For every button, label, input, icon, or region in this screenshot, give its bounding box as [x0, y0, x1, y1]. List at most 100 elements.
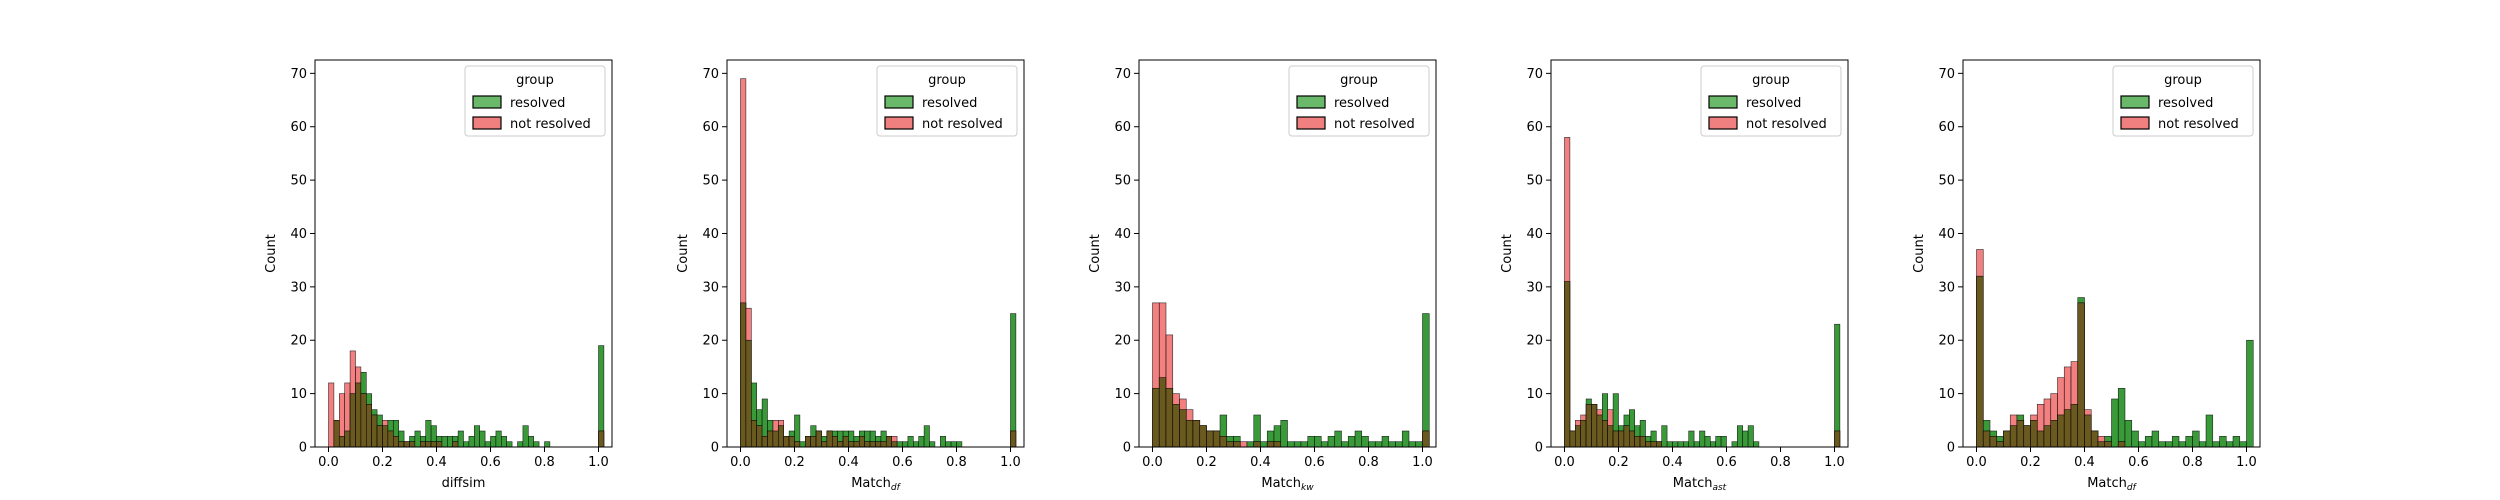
bar-overlap: [821, 441, 828, 448]
legend-label: not resolved: [2158, 117, 2239, 132]
x-tick-label: 0.6: [892, 455, 913, 470]
bar-resolved: [1688, 430, 1695, 448]
bar-resolved: [1395, 441, 1403, 448]
x-axis-label: Matchdf: [2087, 476, 2137, 493]
legend: group resolved not resolved: [1700, 65, 1842, 137]
bar-overlap: [1185, 420, 1194, 448]
x-tick-label: 1.0: [2236, 455, 2257, 470]
bar-overlap: [1172, 403, 1180, 448]
bar-overlap: [804, 436, 811, 448]
bar-not-resolved: [1239, 441, 1248, 448]
bar-overlap: [1612, 430, 1619, 448]
y-axis-label: Count: [264, 234, 279, 273]
y-tick-label: 10: [1526, 387, 1543, 402]
bar-overlap: [1199, 425, 1207, 448]
bar-resolved: [1327, 436, 1336, 448]
bar-overlap: [1422, 430, 1430, 448]
bar-overlap: [2030, 420, 2038, 448]
legend-title: group: [1752, 73, 1790, 88]
x-tick-label: 0.6: [1716, 455, 1737, 470]
legend-label: resolved: [1334, 96, 1389, 111]
axes-frame: [1138, 59, 1437, 448]
bar-overlap: [864, 441, 871, 448]
bar-overlap: [815, 430, 822, 448]
bar-resolved: [1731, 441, 1738, 448]
legend: group resolved not resolved: [876, 65, 1018, 137]
bar-resolved: [1747, 425, 1754, 448]
bar-resolved: [2212, 441, 2220, 448]
bar-overlap: [2070, 403, 2079, 448]
legend-title: group: [2164, 73, 2202, 88]
bar-resolved: [1374, 441, 1383, 448]
bar-overlap: [376, 425, 383, 448]
bar-overlap: [2117, 441, 2126, 448]
bar-overlap: [1233, 441, 1241, 448]
legend-swatch-not-resolved: [884, 116, 914, 130]
bar-resolved: [1672, 441, 1679, 448]
legend-label: not resolved: [1334, 117, 1415, 132]
bar-overlap: [419, 441, 426, 448]
bar-overlap: [842, 436, 849, 448]
bar-resolved: [1661, 425, 1668, 448]
bar-resolved: [902, 441, 909, 448]
bar-overlap: [1219, 436, 1228, 448]
x-tick-label: 0.6: [480, 455, 501, 470]
bar-overlap: [875, 441, 882, 448]
y-axis-label: Count: [1500, 234, 1515, 273]
chart-panel-5: 0.0 0.2 0.4 0.6 0.8 1.0 0 10 20 30 40 50 60 70 Matchdf…: [1912, 59, 2261, 493]
bar-resolved: [799, 441, 806, 448]
y-tick-label: 70: [290, 67, 307, 82]
axes-frame: [314, 59, 613, 448]
y-tick-label: 0: [711, 441, 719, 456]
y-tick-label: 60: [1526, 120, 1543, 135]
bars: [328, 345, 605, 448]
bar-resolved: [2198, 441, 2207, 448]
legend-label: resolved: [2158, 96, 2213, 111]
bar-resolved: [2138, 441, 2146, 448]
bar-overlap: [333, 420, 340, 448]
bar-resolved: [1010, 313, 1017, 448]
bar-overlap: [392, 436, 399, 448]
bar-overlap: [1158, 377, 1167, 448]
bar-resolved: [907, 436, 914, 448]
x-tick-label: 0.8: [534, 455, 555, 470]
legend-title: group: [516, 73, 554, 88]
bar-resolved: [1683, 441, 1690, 448]
x-tick-label: 0.2: [784, 455, 805, 470]
bars: [1976, 249, 2254, 448]
bar-overlap: [2063, 409, 2072, 448]
bar-overlap: [1179, 409, 1187, 448]
bar-resolved: [533, 441, 540, 448]
bar-overlap: [740, 302, 747, 448]
legend-label: resolved: [510, 96, 565, 111]
y-tick-label: 70: [702, 67, 719, 82]
bar-resolved: [1401, 430, 1410, 448]
chart-panel-1: 0.0 0.2 0.4 0.6 0.8 1.0 0 10 20 30 40 50 60 70 diffsim…: [264, 59, 613, 491]
bar-resolved: [473, 425, 480, 448]
x-tick-label: 0.0: [1966, 455, 1987, 470]
bar-overlap: [355, 382, 362, 448]
bar-overlap: [1650, 441, 1657, 448]
axes-frame: [1550, 59, 1849, 448]
bar-resolved: [1742, 430, 1749, 448]
bar-overlap: [2009, 425, 2018, 448]
bar-resolved: [1408, 441, 1417, 448]
bar-overlap: [826, 430, 833, 448]
bar-resolved: [490, 436, 497, 448]
legend-swatch-not-resolved: [1296, 116, 1326, 130]
bar-resolved: [1368, 441, 1376, 448]
bar-resolved: [1699, 430, 1706, 448]
bar-resolved: [1341, 441, 1349, 448]
bar-resolved: [2124, 420, 2133, 448]
y-tick-label: 70: [1526, 67, 1543, 82]
y-tick-label: 60: [1114, 120, 1131, 135]
bar-resolved: [1720, 436, 1727, 448]
bar-overlap: [756, 425, 763, 448]
bar-resolved: [1334, 430, 1342, 448]
y-tick-label: 20: [1938, 334, 1955, 349]
bar-overlap: [858, 436, 865, 448]
x-tick-label: 1.0: [588, 455, 609, 470]
bar-overlap: [2104, 441, 2112, 448]
bar-resolved: [2111, 398, 2119, 448]
bar-resolved: [1307, 436, 1315, 448]
